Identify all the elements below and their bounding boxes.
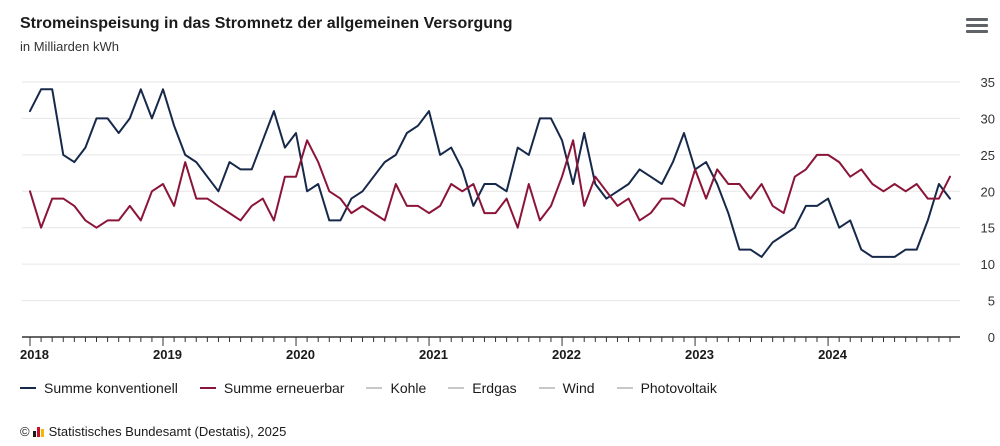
legend: Summe konventionell Summe erneuerbar Koh… [20, 380, 739, 396]
x-tick-label: 2020 [286, 347, 315, 362]
source-text: Statistisches Bundesamt (Destatis), 2025 [48, 424, 287, 439]
copyright-symbol: © [20, 424, 30, 439]
legend-item-erdgas[interactable]: Erdgas [448, 380, 517, 396]
legend-label: Summe konventionell [44, 380, 178, 396]
y-tick-label: 15 [981, 221, 995, 236]
y-tick-label: 30 [981, 111, 995, 126]
legend-swatch [616, 387, 633, 389]
legend-item-konventionell[interactable]: Summe konventionell [20, 380, 178, 396]
y-tick-label: 5 [988, 294, 995, 309]
x-tick-label: 2018 [20, 347, 49, 362]
legend-label: Photovoltaik [640, 380, 717, 396]
x-tick-label: 2023 [685, 347, 714, 362]
series-line-konventionell [29, 88, 951, 258]
hamburger-menu-icon[interactable] [966, 18, 988, 36]
y-tick-label: 25 [981, 148, 995, 163]
legend-item-wind[interactable]: Wind [538, 380, 595, 396]
legend-swatch [538, 387, 555, 389]
x-tick-label: 2021 [419, 347, 448, 362]
y-tick-label: 0 [988, 330, 995, 345]
source-footer: © Statistisches Bundesamt (Destatis), 20… [20, 424, 286, 439]
chart-subtitle: in Milliarden kWh [20, 39, 119, 54]
menu-bar [966, 18, 988, 21]
legend-swatch [199, 387, 216, 389]
legend-swatch [448, 387, 465, 389]
legend-label: Wind [562, 380, 595, 396]
menu-bar [966, 24, 988, 27]
legend-swatch [366, 387, 383, 389]
y-tick-label: 10 [981, 257, 995, 272]
y-tick-label: 20 [981, 184, 995, 199]
series-layer [29, 88, 951, 258]
legend-label: Summe erneuerbar [223, 380, 345, 396]
legend-label: Kohle [390, 380, 427, 396]
legend-item-kohle[interactable]: Kohle [366, 380, 426, 396]
legend-item-photovoltaik[interactable]: Photovoltaik [616, 380, 717, 396]
legend-item-erneuerbar[interactable]: Summe erneuerbar [199, 380, 345, 396]
axis-layer: 0 5 10 15 20 25 30 35 2018 2019 2020 2021 2022 2023 20… [20, 75, 995, 362]
destatis-logo-icon [32, 426, 45, 437]
chart-title: Stromeinspeisung in das Stromnetz der al… [20, 15, 513, 32]
grid-layer [22, 81, 960, 302]
x-tick-label: 2024 [818, 347, 848, 362]
x-tick-label: 2022 [552, 347, 581, 362]
x-tick-label: 2019 [153, 347, 182, 362]
series-line-erneuerbar [29, 139, 951, 229]
menu-bar [966, 30, 988, 33]
legend-label: Erdgas [472, 380, 517, 396]
legend-swatch [20, 387, 36, 389]
y-tick-label: 35 [981, 75, 995, 90]
